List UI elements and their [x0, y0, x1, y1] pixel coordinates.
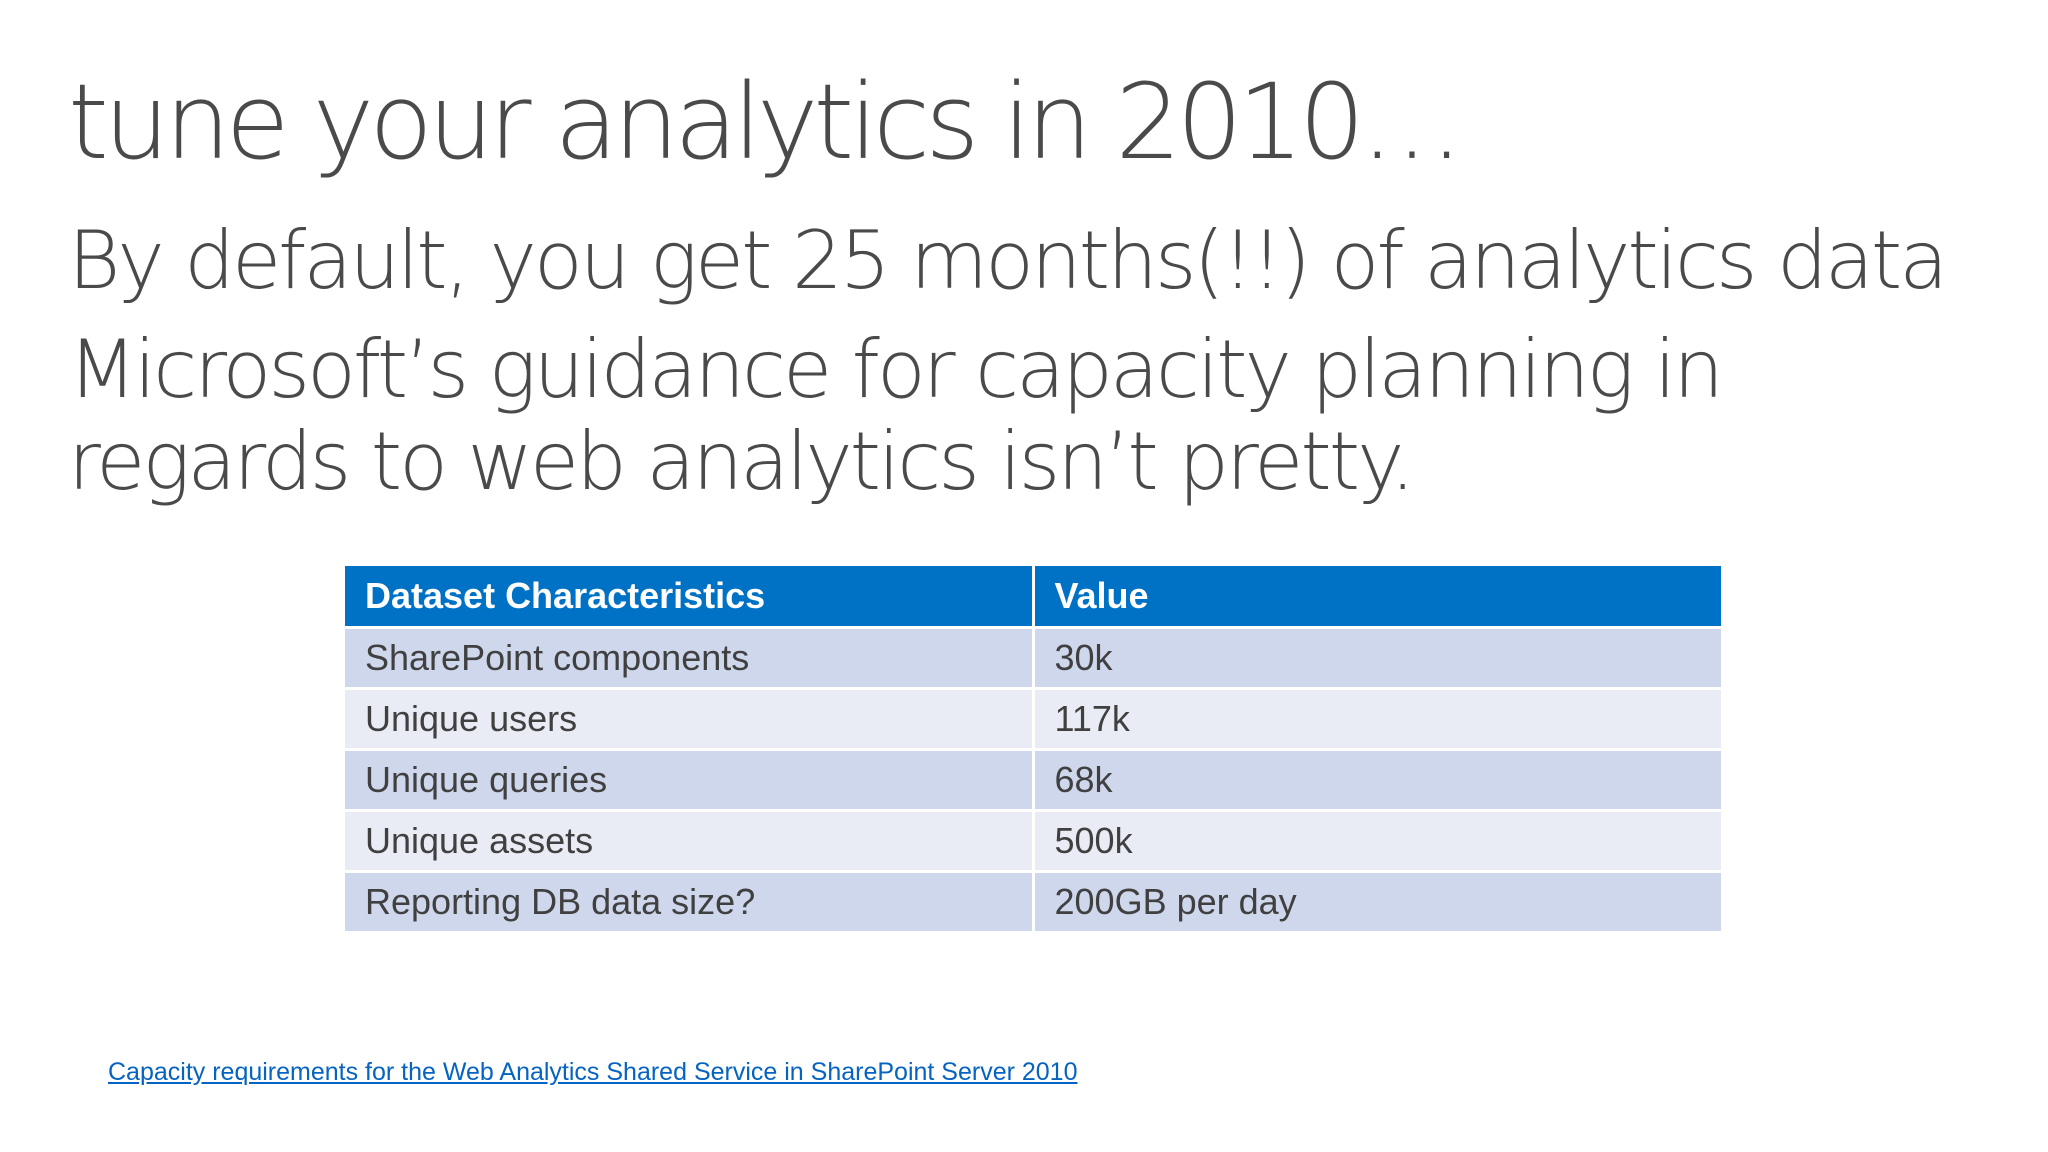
dataset-table: Dataset Characteristics Value SharePoint…	[345, 566, 1721, 934]
table-row: Unique users 117k	[345, 688, 1721, 751]
cell-value: 200GB per day	[1033, 871, 1721, 934]
capacity-requirements-link[interactable]: Capacity requirements for the Web Analyt…	[108, 1058, 1078, 1086]
cell-value: 68k	[1033, 749, 1721, 812]
header-dataset-characteristics: Dataset Characteristics	[345, 566, 1035, 629]
cell-value: 30k	[1033, 627, 1721, 690]
bullet-capacity-guidance: Microsoft’s guidance for capacity planni…	[68, 323, 1724, 508]
bullet-default-retention: By default, you get 25 months(!!) of ana…	[68, 214, 1948, 307]
table-row: Unique queries 68k	[345, 749, 1721, 812]
cell-value: 500k	[1033, 810, 1721, 873]
cell-characteristic: Unique assets	[345, 810, 1035, 873]
cell-characteristic: Unique queries	[345, 749, 1035, 812]
table-row: Unique assets 500k	[345, 810, 1721, 873]
cell-characteristic: Unique users	[345, 688, 1035, 751]
slide-title: tune your analytics in 2010…	[68, 61, 1464, 183]
cell-value: 117k	[1033, 688, 1721, 751]
cell-characteristic: Reporting DB data size?	[345, 871, 1035, 934]
header-value: Value	[1033, 566, 1721, 629]
table-row: SharePoint components 30k	[345, 627, 1721, 690]
bullet-list: By default, you get 25 months(!!) of ana…	[68, 214, 1968, 524]
cell-characteristic: SharePoint components	[345, 627, 1035, 690]
table-header-row: Dataset Characteristics Value	[345, 566, 1721, 629]
table-row: Reporting DB data size? 200GB per day	[345, 871, 1721, 934]
